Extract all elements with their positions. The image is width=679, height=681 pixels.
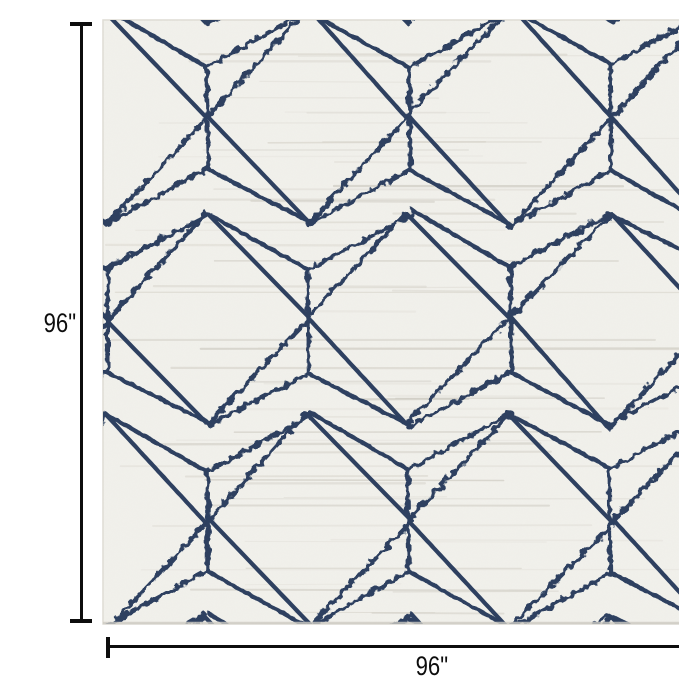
height-dimension-cap-bottom <box>70 619 92 623</box>
width-dimension-value: 96" <box>416 653 448 680</box>
rug-photo <box>40 16 679 675</box>
rug-product-image: 96" 96" <box>40 16 679 675</box>
height-dimension-value: 96" <box>44 310 76 337</box>
height-dimension-cap-top <box>70 22 92 26</box>
height-dimension-line <box>80 23 83 622</box>
width-dimension-label: 96" <box>404 653 460 680</box>
height-dimension-label: 96" <box>40 310 78 337</box>
width-dimension-line <box>108 645 679 648</box>
width-dimension-cap-left <box>106 637 110 658</box>
rug-pattern-graphic <box>40 16 679 675</box>
